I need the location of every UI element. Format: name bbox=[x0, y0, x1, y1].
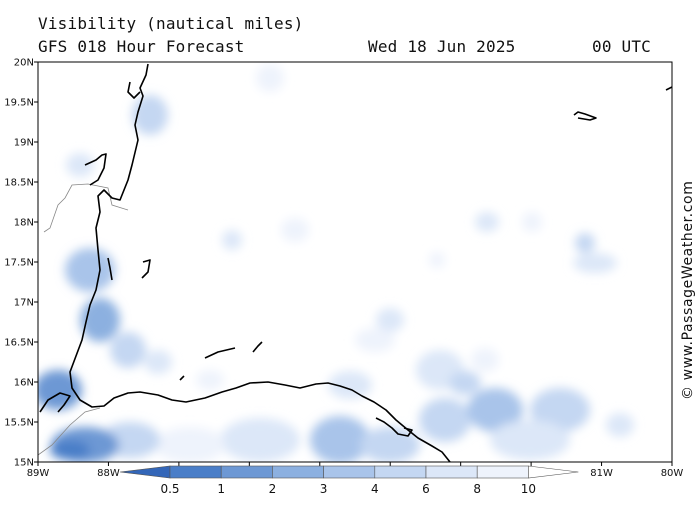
lat-label: 18.5N bbox=[4, 178, 34, 189]
lat-label: 15N bbox=[14, 458, 34, 469]
lon-label: 80W bbox=[661, 468, 684, 479]
coastlines bbox=[39, 63, 672, 462]
colorbar-swatch bbox=[476, 465, 529, 479]
lat-label: 19.5N bbox=[4, 98, 34, 109]
colorbar-swatch bbox=[220, 465, 273, 479]
country-borders bbox=[38, 183, 129, 456]
latitude-labels: 20N 19.5N 19N 18.5N 18N 17.5N 17N 16.5N 16N 15.5N… bbox=[4, 58, 34, 469]
colorbar-swatch bbox=[323, 465, 376, 479]
lon-label: 81W bbox=[590, 468, 613, 479]
lat-label: 16N bbox=[14, 378, 34, 389]
forecast-date: Wed 18 Jun 2025 bbox=[368, 37, 516, 56]
visibility-shading bbox=[38, 64, 634, 462]
axis-ticks bbox=[34, 61, 673, 466]
lat-label: 16.5N bbox=[4, 338, 34, 349]
forecast-subtitle: GFS 018 Hour Forecast bbox=[38, 37, 245, 56]
lat-label: 15.5N bbox=[4, 418, 34, 429]
colorbar-label: 4 bbox=[371, 482, 379, 496]
colorbar-label: 3 bbox=[320, 482, 328, 496]
colorbar-swatch bbox=[169, 465, 222, 479]
forecast-time: 00 UTC bbox=[592, 37, 651, 56]
colorbar-swatch bbox=[425, 465, 478, 479]
colorbar-swatch bbox=[272, 465, 324, 479]
colorbar-swatch bbox=[374, 465, 427, 479]
lat-label: 17N bbox=[14, 298, 34, 309]
lat-label: 19N bbox=[14, 138, 34, 149]
colorbar-high-arrow bbox=[528, 465, 579, 479]
chart-title: Visibility (nautical miles) bbox=[38, 14, 304, 33]
website-credit: © www.PassageWeather.com bbox=[680, 180, 696, 400]
colorbar-low-arrow bbox=[119, 465, 171, 479]
lon-label: 88W bbox=[97, 468, 120, 479]
colorbar-label: 10 bbox=[521, 482, 536, 496]
colorbar-label: 6 bbox=[422, 482, 430, 496]
colorbar-label: 1 bbox=[217, 482, 225, 496]
lon-label: 89W bbox=[27, 468, 50, 479]
colorbar-label: 8 bbox=[473, 482, 481, 496]
colorbar-label: 0.5 bbox=[160, 482, 179, 496]
colorbar-label: 2 bbox=[269, 482, 277, 496]
lat-label: 20N bbox=[14, 58, 34, 69]
lat-label: 17.5N bbox=[4, 258, 34, 269]
lat-label: 18N bbox=[14, 218, 34, 229]
